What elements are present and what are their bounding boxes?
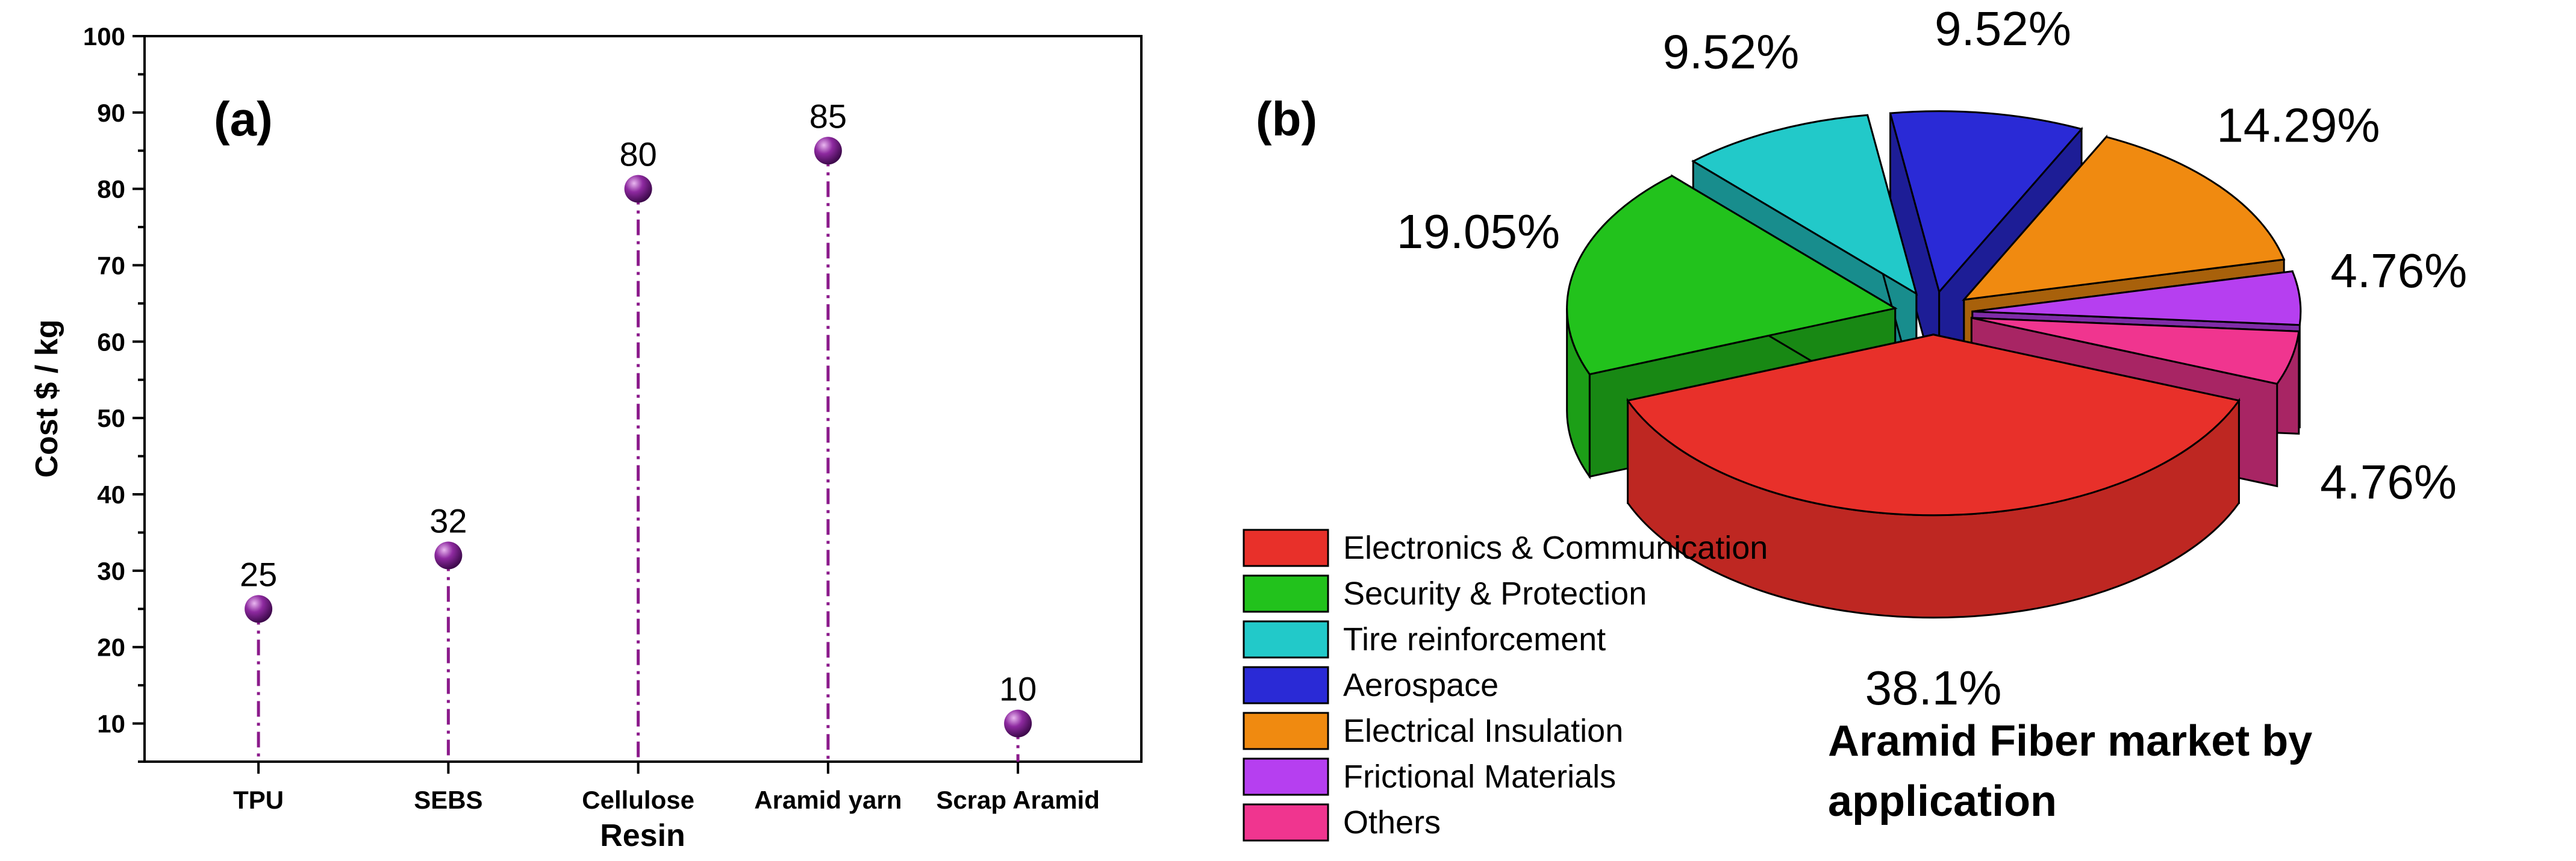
slice-top	[1626, 334, 2241, 517]
y-tick-label: 50	[97, 404, 125, 432]
legend-entry: Frictional Materials	[1343, 759, 1616, 795]
x-axis-label: Resin	[600, 818, 685, 853]
x-tick-label: Aramid yarn	[754, 786, 902, 814]
data-label: 80	[619, 135, 656, 173]
pie-3d	[1566, 110, 2302, 619]
legend-entry: Security & Protection	[1343, 576, 1647, 612]
data-label: 10	[999, 670, 1037, 708]
legend-swatch	[1243, 757, 1329, 796]
y-tick-label: 80	[97, 175, 125, 204]
stems	[257, 151, 1020, 762]
y-tick-label: 20	[97, 633, 125, 662]
y-tick-label: 40	[97, 480, 125, 509]
y-axis-label: Cost $ / kg	[30, 320, 64, 478]
slice-percent-label: 14.29%	[2216, 99, 2380, 152]
pie-slice	[1626, 333, 2241, 619]
legend-entry: Electronics & Communication	[1343, 530, 1768, 566]
slice-percent-labels: 38.1% 19.05% 9.52% 9.52% 14.29% 4.76% 4.76%	[1397, 2, 2467, 715]
y-tick-label: 30	[97, 557, 125, 585]
data-point	[434, 541, 463, 570]
x-tick-label: Cellulose	[582, 786, 694, 814]
slice-top	[1971, 317, 2300, 385]
legend-entry: Electrical Insulation	[1343, 713, 1623, 749]
panel-label-a: (a)	[214, 92, 273, 146]
slice-percent-label: 4.76%	[2320, 455, 2457, 509]
y-tick-label: 90	[97, 99, 125, 127]
slice-percent-label: 9.52%	[1662, 25, 1799, 79]
data-labels: 25 32 80 85 10	[240, 97, 1037, 707]
slice-percent-label: 9.52%	[1935, 2, 2071, 55]
y-tick-label: 10	[97, 710, 125, 738]
legend-entry: Tire reinforcement	[1343, 621, 1606, 657]
slice-percent-label: 4.76%	[2330, 244, 2467, 297]
x-tick-label: Scrap Aramid	[936, 786, 1100, 814]
market-pie-chart: (b) 38.1% 19.05% 9.52% 9.52% 14.29% 4.76% 4.76…	[1243, 2, 2467, 842]
slice-top	[1889, 110, 2083, 294]
legend: Electronics & Communication Security & Pr…	[1243, 529, 1768, 842]
pie-caption-line-1: Aramid Fiber market by	[1828, 717, 2312, 765]
data-label: 32	[429, 502, 467, 540]
slice-percent-label: 19.05%	[1397, 205, 1560, 258]
data-point	[624, 175, 652, 203]
cost-chart: 10 20 30 40 50 60 70 80 90 100 TPU SEBS Cellulose Ar…	[30, 22, 1143, 853]
legend-swatch	[1243, 712, 1329, 750]
slice-percent-label: 38.1%	[1865, 661, 2002, 715]
y-tick-label: 70	[97, 252, 125, 280]
panel-label-b: (b)	[1256, 92, 1317, 146]
data-point	[814, 137, 842, 165]
data-point	[1004, 709, 1032, 738]
x-tick-label: TPU	[233, 786, 284, 814]
y-axis: 10 20 30 40 50 60 70 80 90 100	[83, 22, 145, 763]
legend-swatch	[1243, 574, 1329, 613]
legend-swatch	[1243, 529, 1329, 567]
data-point	[245, 595, 273, 623]
data-label: 25	[240, 555, 277, 593]
legend-swatch	[1243, 620, 1329, 659]
slice-top	[1566, 175, 1898, 376]
plot-frame	[143, 35, 1143, 763]
y-tick-label: 60	[97, 328, 125, 356]
legend-swatch	[1243, 666, 1329, 704]
data-label: 85	[809, 97, 847, 135]
slice-top	[1962, 135, 2286, 301]
legend-entry: Others	[1343, 804, 1441, 841]
x-tick-label: SEBS	[414, 786, 482, 814]
data-points	[245, 137, 1032, 738]
slice-top	[1691, 114, 1918, 296]
legend-swatch	[1243, 803, 1329, 842]
y-tick-label: 100	[83, 22, 125, 51]
legend-entry: Aerospace	[1343, 667, 1499, 703]
slice-top	[1972, 270, 2302, 326]
x-axis: TPU SEBS Cellulose Aramid yarn Scrap Aramid	[233, 762, 1100, 814]
pie-caption-line-2: application	[1828, 777, 2057, 825]
